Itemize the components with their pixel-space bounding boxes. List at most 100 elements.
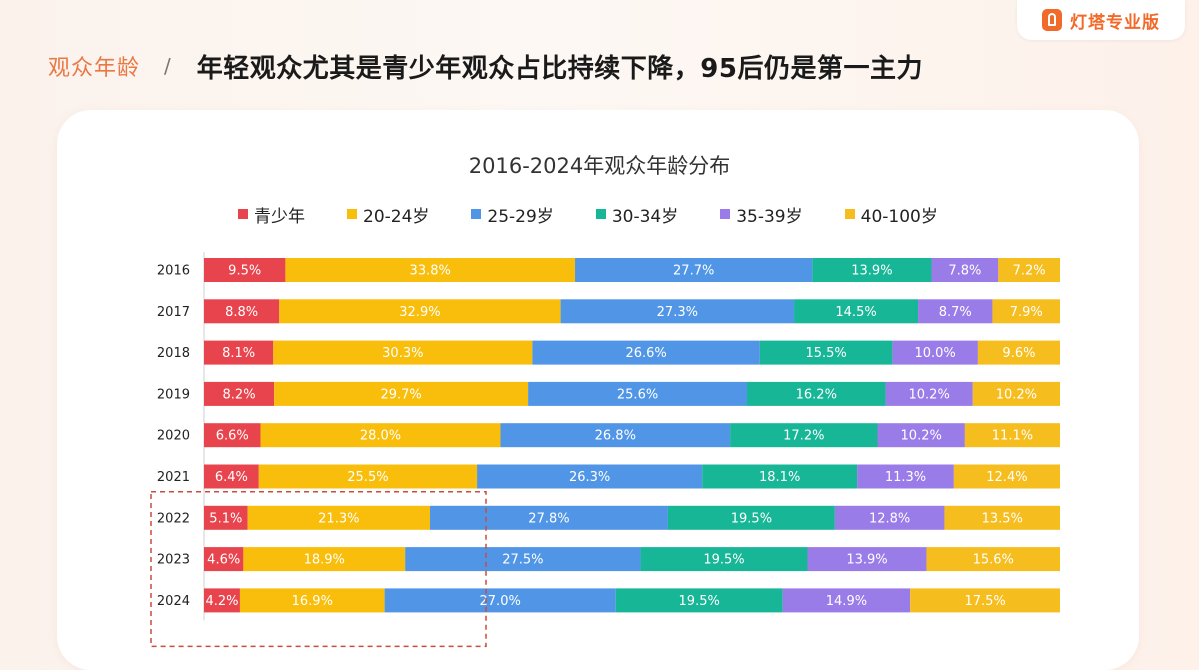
data-label: 18.1%	[759, 470, 800, 485]
data-label: 26.8%	[595, 429, 636, 444]
bar-segment	[747, 381, 886, 406]
highlight-box	[150, 491, 487, 648]
bar-segment	[667, 505, 835, 530]
brand-name: 灯塔专业版	[1070, 12, 1160, 33]
bar-segment	[877, 423, 965, 448]
data-label: 27.8%	[528, 511, 569, 526]
data-label: 26.3%	[569, 470, 610, 485]
bar-segment	[702, 464, 858, 489]
bar-segment	[807, 547, 927, 572]
bar-segment	[992, 299, 1060, 324]
bar-segment	[247, 505, 430, 530]
data-label: 9.5%	[228, 264, 261, 279]
bar-segment	[977, 340, 1060, 365]
bar-segment	[274, 381, 529, 406]
bar-segment	[384, 588, 616, 613]
bar-segment	[560, 299, 795, 324]
data-label: 19.5%	[679, 594, 720, 609]
data-label: 8.1%	[222, 346, 255, 361]
bar-segment	[260, 423, 501, 448]
bar-segment	[500, 423, 731, 448]
legend-swatch	[844, 209, 855, 219]
bar-segment	[892, 340, 978, 365]
bar-segment	[204, 588, 240, 613]
data-label: 26.6%	[625, 346, 666, 361]
legend-item: 40-100岁	[844, 202, 938, 227]
bar-segment	[204, 340, 274, 365]
data-label: 25.6%	[617, 387, 658, 402]
bar-segment	[239, 588, 385, 613]
bar-segment	[405, 547, 641, 572]
data-label: 17.2%	[783, 429, 824, 444]
legend-swatch	[238, 209, 248, 219]
legend-swatch	[471, 209, 482, 219]
data-label: 10.2%	[996, 387, 1037, 402]
category-label: 2021	[157, 470, 190, 485]
bar-segment	[532, 340, 760, 365]
bar-segment	[243, 547, 406, 572]
bar-segment	[759, 340, 893, 365]
bar-segment	[528, 381, 748, 406]
data-label: 27.0%	[480, 594, 521, 609]
data-label: 4.6%	[207, 553, 240, 568]
data-label: 14.9%	[826, 594, 867, 609]
bar-segment	[258, 464, 478, 489]
data-label: 9.6%	[1002, 346, 1035, 361]
data-label: 16.9%	[292, 594, 333, 609]
bar-segment	[204, 258, 286, 282]
data-label: 33.8%	[410, 264, 451, 279]
data-label: 27.3%	[657, 305, 698, 320]
bar-segment	[857, 464, 954, 489]
data-label: 7.2%	[1013, 264, 1046, 279]
category-label: 2020	[157, 429, 190, 444]
bar-segment	[972, 381, 1060, 406]
chart-title: 2016-2024年观众年龄分布	[468, 154, 731, 178]
bar-segment	[926, 547, 1060, 572]
legend-label: 40-100岁	[860, 206, 938, 227]
bar-segment	[998, 258, 1060, 282]
bar-segment	[812, 258, 932, 282]
data-label: 17.5%	[964, 594, 1005, 609]
page-header: 观众年龄 / 年轻观众尤其是青少年观众占比持续下降，95后仍是第一主力	[48, 46, 923, 86]
bar-segment	[575, 258, 813, 282]
legend-item: 30-34岁	[595, 202, 678, 227]
header-separator: /	[164, 54, 171, 78]
bar-segment	[279, 299, 561, 324]
category-label: 2017	[157, 305, 190, 320]
bar-segment	[273, 340, 533, 365]
data-label: 10.2%	[901, 429, 942, 444]
bar-segment	[477, 464, 703, 489]
category-label: 2022	[157, 511, 190, 526]
data-label: 8.8%	[225, 305, 258, 320]
category-label: 2018	[157, 346, 190, 361]
bar-segment	[615, 588, 783, 613]
data-label: 21.3%	[318, 511, 359, 526]
legend-item: 35-39岁	[720, 202, 803, 227]
bar-segment	[964, 423, 1060, 448]
page-headline: 年轻观众尤其是青少年观众占比持续下降，95后仍是第一主力	[196, 53, 923, 84]
bar-segment	[910, 588, 1060, 613]
data-label: 7.8%	[948, 264, 981, 279]
data-label: 19.5%	[703, 553, 744, 568]
data-label: 12.4%	[986, 470, 1027, 485]
data-label: 25.5%	[347, 470, 388, 485]
legend-item: 25-29岁	[471, 202, 554, 227]
data-label: 11.1%	[992, 429, 1033, 444]
bar-segment	[953, 464, 1060, 489]
category-label: 2024	[157, 594, 190, 609]
chart-legend: 青少年 20-24岁 25-29岁 30-34岁 35-39岁 40-100岁	[238, 202, 938, 227]
data-label: 6.6%	[216, 429, 249, 444]
bar-segment	[885, 381, 973, 406]
data-label: 11.3%	[885, 470, 926, 485]
data-label: 5.1%	[209, 511, 242, 526]
bar-segment	[204, 381, 275, 406]
bar-segment	[204, 464, 259, 489]
legend-item: 青少年	[238, 202, 305, 227]
data-label: 8.7%	[939, 305, 972, 320]
data-label: 6.4%	[215, 470, 248, 485]
data-label: 18.9%	[304, 553, 345, 568]
data-label: 15.5%	[805, 346, 846, 361]
data-label: 29.7%	[380, 387, 421, 402]
legend-swatch	[347, 209, 357, 219]
bar-segment	[931, 258, 999, 282]
